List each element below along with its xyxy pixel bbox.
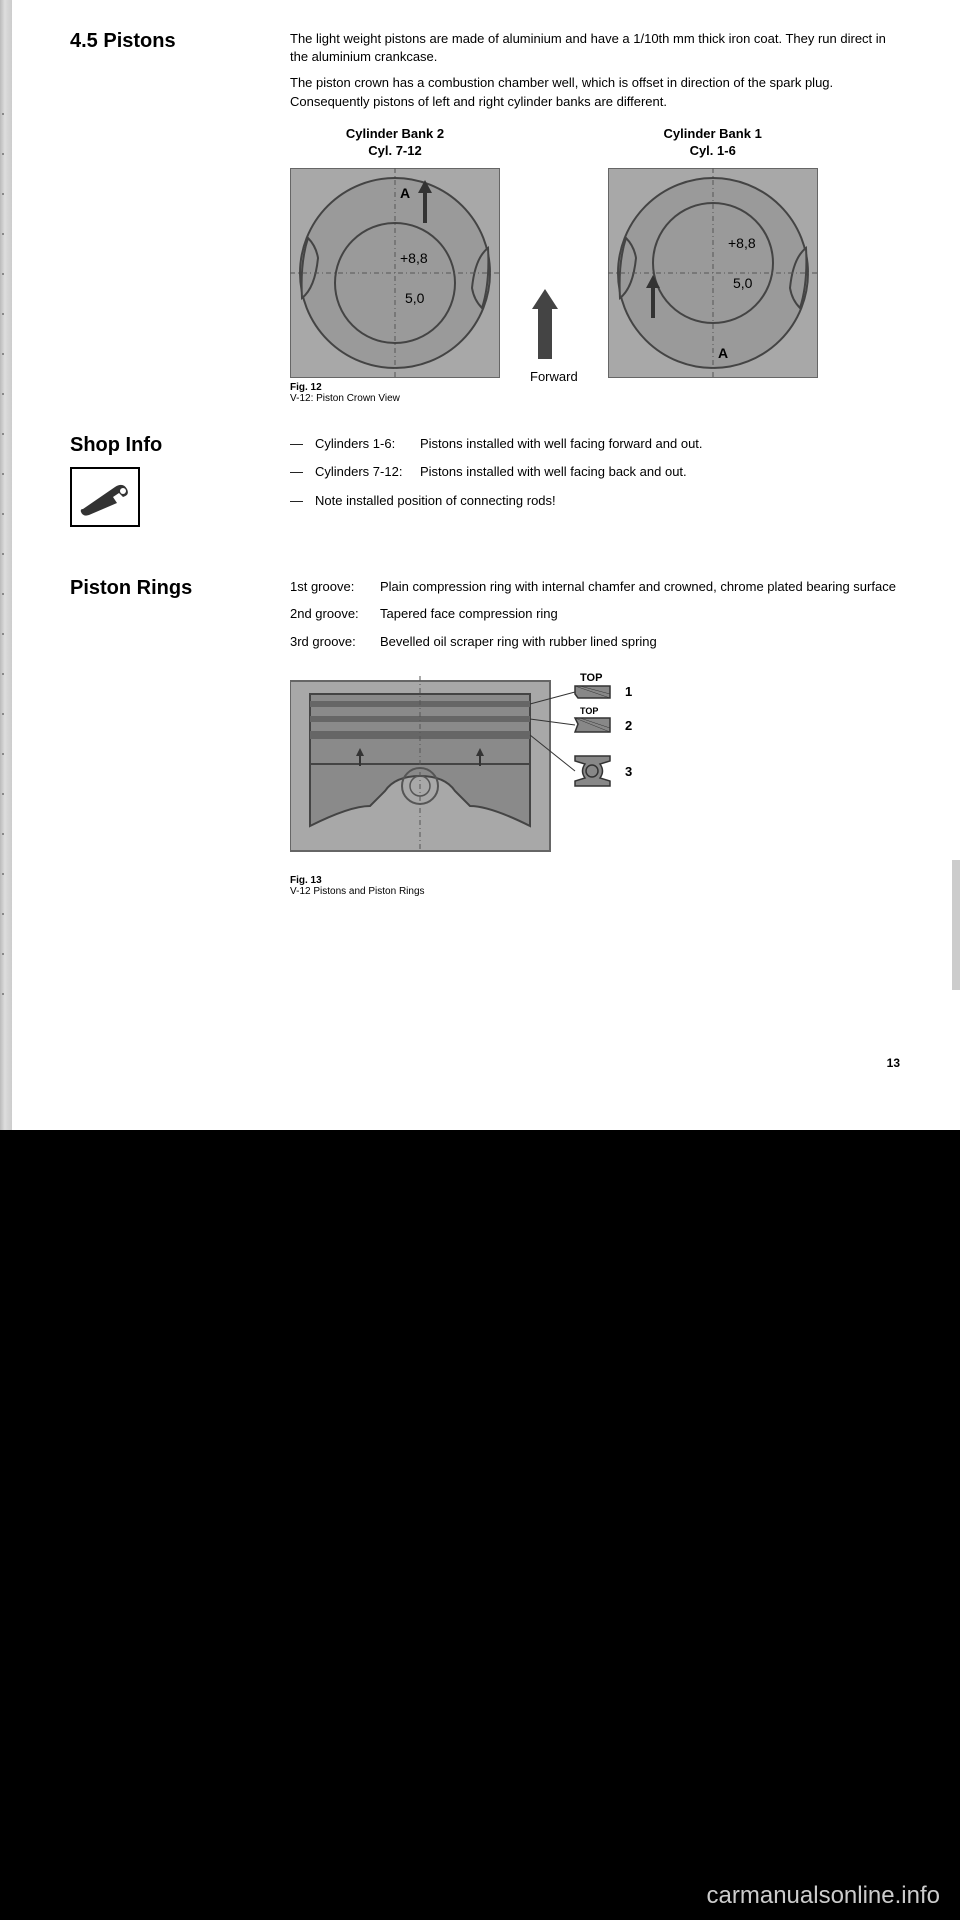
piston-crown-bank1: A +8,8 5,0 [608, 168, 818, 378]
shop-info-list: — Cylinders 1-6: Pistons installed with … [290, 434, 900, 512]
book-spine [0, 0, 12, 1130]
ring-label-1: 1 [625, 684, 632, 699]
piston-rings-title: Piston Rings [70, 577, 260, 600]
label-a: A [400, 185, 410, 201]
figure-label: Fig. 13 [290, 875, 900, 886]
document-page: 4.5 Pistons The light weight pistons are… [0, 0, 960, 1130]
label-88: +8,8 [400, 250, 428, 266]
forward-arrow-icon [530, 284, 560, 364]
side-tab [952, 860, 960, 990]
top-label: TOP [580, 672, 602, 684]
section-pistons: 4.5 Pistons The light weight pistons are… [70, 30, 900, 404]
list-item: — Cylinders 7-12: Pistons installed with… [290, 462, 900, 483]
piston-crown-diagram: Cylinder Bank 2 Cyl. 7-12 [290, 126, 900, 404]
section-shop-info: Shop Info — Cylinders 1-6: Pistons insta… [70, 434, 900, 527]
list-item: — Note installed position of connecting … [290, 491, 900, 512]
paragraph: The piston crown has a combustion chambe… [290, 74, 900, 110]
wrench-icon [70, 467, 140, 527]
svg-text:TOP: TOP [580, 706, 598, 716]
list-item: — Cylinders 1-6: Pistons installed with … [290, 434, 900, 455]
crown-title-bank2: Cylinder Bank 2 Cyl. 7-12 [290, 126, 500, 160]
section-piston-rings: Piston Rings 1st groove: Plain compressi… [70, 577, 900, 898]
forward-label: Forward [530, 369, 578, 384]
list-item: 2nd groove: Tapered face compression rin… [290, 604, 900, 624]
label-50: 5,0 [405, 290, 425, 306]
page-number: 13 [887, 1056, 900, 1070]
section-title: 4.5 Pistons [70, 30, 260, 53]
label-88: +8,8 [728, 235, 756, 251]
crown-title-bank1: Cylinder Bank 1 Cyl. 1-6 [608, 126, 818, 160]
list-item: 1st groove: Plain compression ring with … [290, 577, 900, 597]
piston-rings-diagram: TOP 1 TOP 2 3 [290, 666, 650, 866]
ring-label-3: 3 [625, 764, 632, 779]
watermark: carmanualsonline.info [707, 1882, 940, 1910]
label-a: A [718, 345, 728, 361]
list-item: 3rd groove: Bevelled oil scraper ring wi… [290, 632, 900, 652]
figure-label: Fig. 12 [290, 382, 500, 393]
groove-list: 1st groove: Plain compression ring with … [290, 577, 900, 652]
figure-caption: V-12 Pistons and Piston Rings [290, 886, 900, 897]
label-50: 5,0 [733, 275, 753, 291]
ring-label-2: 2 [625, 718, 632, 733]
blackout-region [0, 1130, 960, 1920]
figure-caption: V-12: Piston Crown View [290, 393, 500, 404]
piston-crown-bank2: A +8,8 5,0 [290, 168, 500, 378]
shop-info-title: Shop Info [70, 434, 260, 457]
paragraph: The light weight pistons are made of alu… [290, 30, 900, 66]
